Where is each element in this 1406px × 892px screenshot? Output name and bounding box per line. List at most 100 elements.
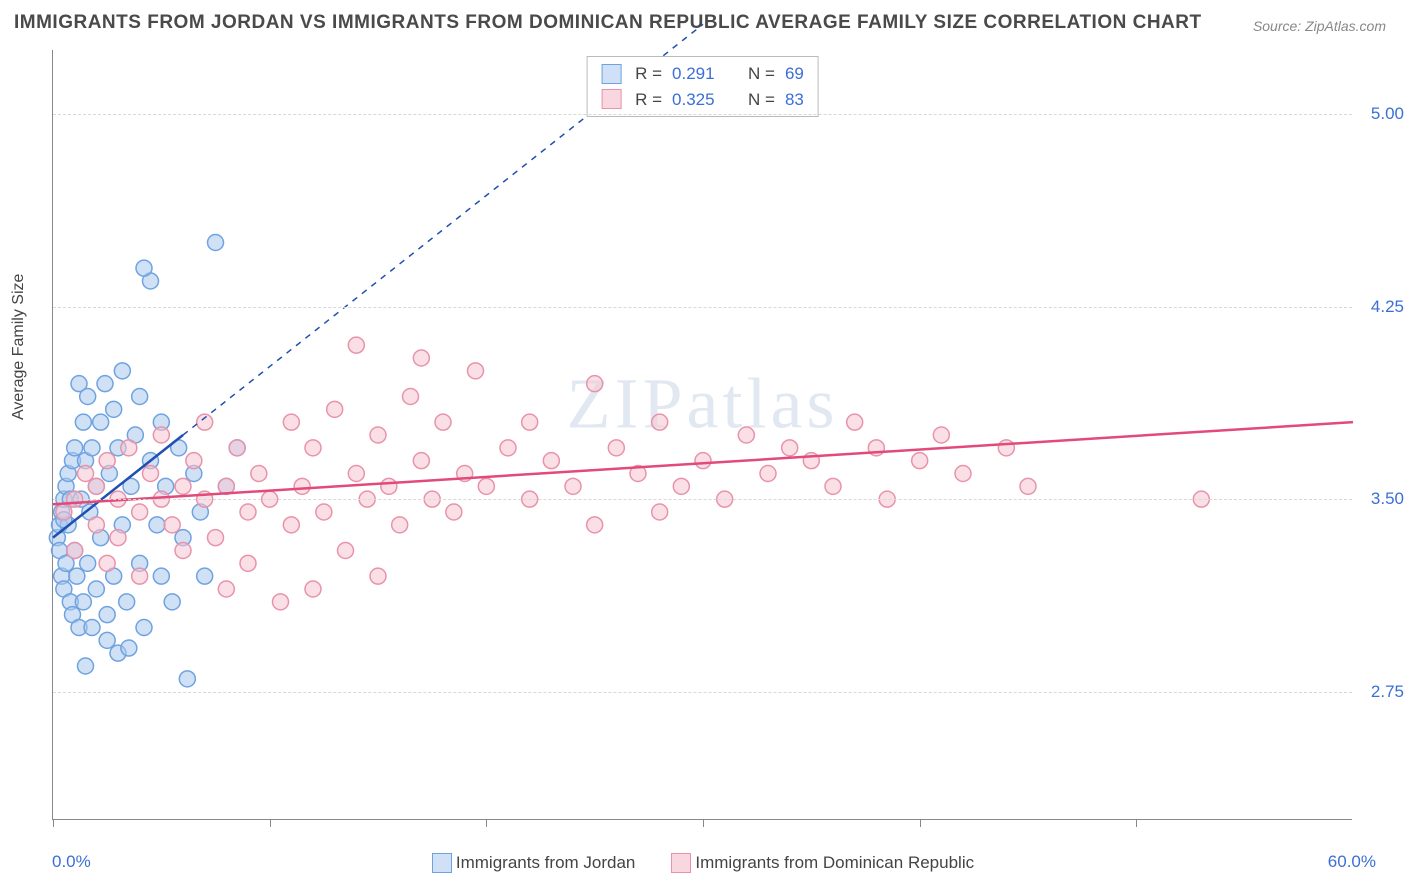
scatter-point xyxy=(283,414,299,430)
scatter-point xyxy=(413,453,429,469)
legend-swatch xyxy=(601,64,621,84)
scatter-point xyxy=(652,504,668,520)
scatter-point xyxy=(75,594,91,610)
scatter-point xyxy=(435,414,451,430)
scatter-point xyxy=(468,363,484,379)
scatter-point xyxy=(760,466,776,482)
scatter-point xyxy=(99,607,115,623)
scatter-point xyxy=(110,530,126,546)
scatter-point xyxy=(78,466,94,482)
scatter-point xyxy=(912,453,928,469)
scatter-point xyxy=(316,504,332,520)
n-label: N = xyxy=(748,87,775,113)
scatter-point xyxy=(933,427,949,443)
scatter-point xyxy=(208,530,224,546)
x-tick-mark xyxy=(270,819,271,827)
scatter-point xyxy=(99,453,115,469)
scatter-point xyxy=(164,517,180,533)
x-tick-mark xyxy=(486,819,487,827)
scatter-point xyxy=(543,453,559,469)
source-credit: Source: ZipAtlas.com xyxy=(1253,18,1386,34)
legend-item: Immigrants from Dominican Republic xyxy=(671,853,974,873)
legend-label: Immigrants from Jordan xyxy=(456,853,636,873)
scatter-point xyxy=(413,350,429,366)
scatter-point xyxy=(738,427,754,443)
n-label: N = xyxy=(748,61,775,87)
x-tick-mark xyxy=(1136,819,1137,827)
scatter-point xyxy=(240,555,256,571)
stats-box: R = 0.291N = 69R = 0.325N = 83 xyxy=(586,56,819,117)
r-label: R = xyxy=(635,61,662,87)
legend-swatch xyxy=(432,853,452,873)
scatter-point xyxy=(143,466,159,482)
scatter-point xyxy=(565,478,581,494)
scatter-point xyxy=(132,389,148,405)
scatter-point xyxy=(782,440,798,456)
scatter-point xyxy=(218,581,234,597)
legend-label: Immigrants from Dominican Republic xyxy=(695,853,974,873)
trend-line xyxy=(53,422,1353,504)
x-tick-mark xyxy=(703,819,704,827)
scatter-point xyxy=(106,401,122,417)
scatter-point xyxy=(186,453,202,469)
gridline xyxy=(53,692,1352,693)
legend-item: Immigrants from Jordan xyxy=(432,853,636,873)
scatter-point xyxy=(673,478,689,494)
scatter-point xyxy=(153,568,169,584)
scatter-point xyxy=(587,376,603,392)
n-value: 83 xyxy=(785,87,804,113)
x-tick-mark xyxy=(920,819,921,827)
scatter-point xyxy=(652,414,668,430)
y-axis-label: Average Family Size xyxy=(10,274,28,420)
scatter-point xyxy=(847,414,863,430)
scatter-point xyxy=(69,568,85,584)
scatter-point xyxy=(93,414,109,430)
scatter-point xyxy=(67,543,83,559)
scatter-point xyxy=(67,440,83,456)
scatter-point xyxy=(608,440,624,456)
y-tick-label: 5.00 xyxy=(1371,104,1404,124)
scatter-point xyxy=(88,478,104,494)
scatter-point xyxy=(121,640,137,656)
scatter-point xyxy=(825,478,841,494)
scatter-point xyxy=(251,466,267,482)
scatter-point xyxy=(305,440,321,456)
scatter-point xyxy=(381,478,397,494)
scatter-point xyxy=(121,440,137,456)
scatter-point xyxy=(370,427,386,443)
scatter-point xyxy=(136,620,152,636)
chart-title: IMMIGRANTS FROM JORDAN VS IMMIGRANTS FRO… xyxy=(14,12,1202,34)
scatter-point xyxy=(305,581,321,597)
scatter-point xyxy=(114,363,130,379)
scatter-point xyxy=(175,543,191,559)
scatter-point xyxy=(197,568,213,584)
scatter-point xyxy=(197,414,213,430)
scatter-point xyxy=(446,504,462,520)
scatter-point xyxy=(327,401,343,417)
legend-swatch xyxy=(671,853,691,873)
scatter-point xyxy=(119,594,135,610)
x-tick-mark xyxy=(53,819,54,827)
y-tick-label: 4.25 xyxy=(1371,297,1404,317)
r-value: 0.325 xyxy=(672,87,728,113)
stats-row: R = 0.325 N = 83 xyxy=(601,87,804,113)
scatter-point xyxy=(273,594,289,610)
scatter-point xyxy=(500,440,516,456)
scatter-point xyxy=(75,414,91,430)
scatter-point xyxy=(955,466,971,482)
scatter-point xyxy=(97,376,113,392)
scatter-point xyxy=(99,632,115,648)
scatter-point xyxy=(208,235,224,251)
scatter-point xyxy=(522,414,538,430)
scatter-point xyxy=(84,440,100,456)
scatter-point xyxy=(88,517,104,533)
gridline xyxy=(53,499,1352,500)
scatter-point xyxy=(164,594,180,610)
scatter-point xyxy=(153,427,169,443)
scatter-point xyxy=(587,517,603,533)
r-label: R = xyxy=(635,87,662,113)
scatter-point xyxy=(240,504,256,520)
gridline xyxy=(53,307,1352,308)
scatter-point xyxy=(175,478,191,494)
y-tick-label: 2.75 xyxy=(1371,682,1404,702)
